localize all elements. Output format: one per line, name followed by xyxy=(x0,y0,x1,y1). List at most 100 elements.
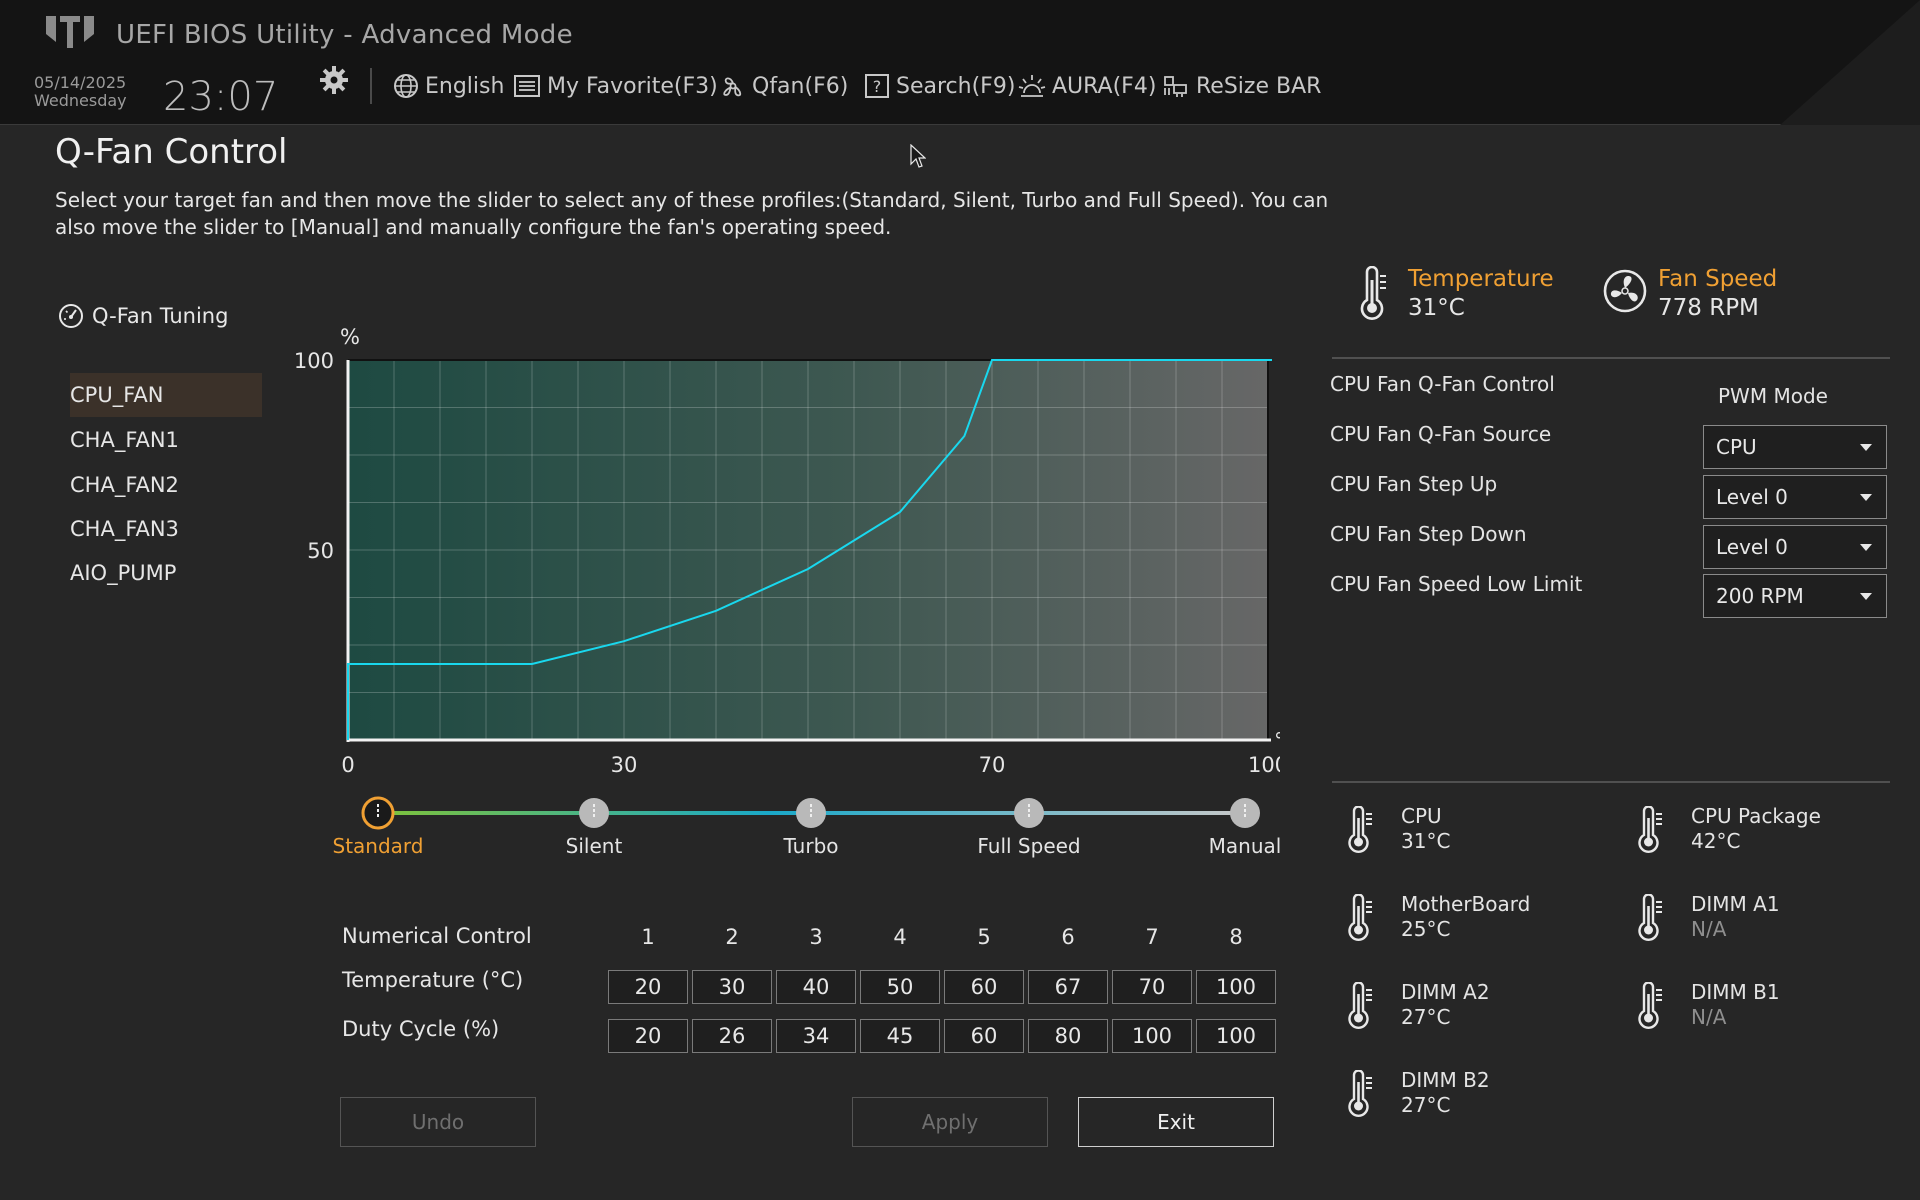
plot-area xyxy=(348,360,1268,740)
fan-curve-line[interactable] xyxy=(347,359,1268,740)
page-description: Select your target fan and then move the… xyxy=(55,188,1329,239)
fan-item-cha-fan2[interactable]: CHA_FAN2 xyxy=(70,473,179,497)
qfan-tuning-button[interactable]: Q-Fan Tuning xyxy=(58,303,228,329)
x-axis-label: °C xyxy=(1274,729,1280,753)
qfan-source-label: CPU Fan Q-Fan Source xyxy=(1330,422,1552,446)
speed-low-limit-label: CPU Fan Speed Low Limit xyxy=(1330,572,1583,596)
profile-knob-silent[interactable] xyxy=(579,798,609,828)
sensor-name: DIMM B2 xyxy=(1401,1068,1490,1092)
duty-cycle-input[interactable]: 34 xyxy=(776,1019,856,1053)
sensor-name: DIMM A1 xyxy=(1691,892,1780,916)
duty-cycle-input[interactable]: 100 xyxy=(1112,1019,1192,1053)
page-title: Q-Fan Control xyxy=(55,132,288,172)
thermometer-icon xyxy=(1348,982,1372,1029)
thermometer-icon xyxy=(1348,1070,1372,1117)
temperature-input[interactable]: 60 xyxy=(944,970,1024,1004)
temperature-title: Temperature xyxy=(1408,266,1554,292)
fan-item-aio-pump[interactable]: AIO_PUMP xyxy=(70,561,177,585)
duty-cycle-input[interactable]: 60 xyxy=(944,1019,1024,1053)
sensor-value: N/A xyxy=(1691,1005,1727,1029)
language-button[interactable]: English xyxy=(393,70,504,102)
temperature-input[interactable]: 40 xyxy=(776,970,856,1004)
my-favorite-button[interactable]: My Favorite(F3) xyxy=(513,70,718,102)
profile-silent-label[interactable]: Silent xyxy=(565,834,623,858)
thermometer-icon xyxy=(1348,806,1372,853)
column-header: 6 xyxy=(1061,925,1075,949)
thermometer-icon xyxy=(1638,982,1662,1029)
exit-button[interactable]: Exit xyxy=(1078,1097,1274,1147)
chevron-down-icon xyxy=(1860,444,1872,451)
duty-cycle-input[interactable]: 100 xyxy=(1196,1019,1276,1053)
globe-icon xyxy=(394,74,418,98)
language-label: English xyxy=(425,73,505,99)
column-header: 3 xyxy=(809,925,823,949)
temperature-input[interactable]: 70 xyxy=(1112,970,1192,1004)
profile-knob-manual[interactable] xyxy=(1230,798,1260,828)
profile-knob-full-speed[interactable] xyxy=(1014,798,1044,828)
column-header: 2 xyxy=(725,925,739,949)
sensor-name: MotherBoard xyxy=(1401,892,1531,916)
temperature-input[interactable]: 50 xyxy=(860,970,940,1004)
duty-cycle-input[interactable]: 26 xyxy=(692,1019,772,1053)
profile-manual-label[interactable]: Manual xyxy=(1208,834,1282,858)
resize-bar-label: ReSize BAR xyxy=(1196,73,1322,99)
sensor-cpu-package: CPU Package 42°C xyxy=(1636,804,1896,874)
sensor-name: CPU xyxy=(1401,804,1442,828)
step-down-dropdown[interactable]: Level 0 xyxy=(1703,525,1887,569)
resize-bar-button[interactable]: ReSize BAR xyxy=(1162,70,1321,102)
step-down-value: Level 0 xyxy=(1716,535,1788,559)
temperature-input[interactable]: 20 xyxy=(608,970,688,1004)
fan-item-cpu-fan[interactable]: CPU_FAN xyxy=(70,373,262,417)
aura-button[interactable]: AURA(F4) xyxy=(1018,70,1156,102)
profile-knob-standard[interactable] xyxy=(361,796,395,830)
sensor-motherboard: MotherBoard 25°C xyxy=(1346,892,1606,962)
fan-speed-value: 778 RPM xyxy=(1658,295,1759,321)
sensor-name: DIMM A2 xyxy=(1401,980,1490,1004)
qfan-source-dropdown[interactable]: CPU xyxy=(1703,425,1887,469)
app-title: UEFI BIOS Utility - Advanced Mode xyxy=(116,20,573,50)
sensor-value: 42°C xyxy=(1691,829,1741,853)
step-up-dropdown[interactable]: Level 0 xyxy=(1703,475,1887,519)
temperature-input[interactable]: 100 xyxy=(1196,970,1276,1004)
qfan-button[interactable]: Qfan(F6) xyxy=(720,70,848,102)
thermometer-icon xyxy=(1348,894,1372,941)
sensor-name: DIMM B1 xyxy=(1691,980,1780,1004)
fan-item-cha-fan1[interactable]: CHA_FAN1 xyxy=(70,428,179,452)
undo-button[interactable]: Undo xyxy=(340,1097,536,1147)
column-header: 8 xyxy=(1229,925,1243,949)
duty-cycle-input[interactable]: 45 xyxy=(860,1019,940,1053)
sensor-name: CPU Package xyxy=(1691,804,1821,828)
fan-speed-title: Fan Speed xyxy=(1658,266,1778,292)
duty-cycle-input[interactable]: 80 xyxy=(1028,1019,1108,1053)
duty-cycle-input[interactable]: 20 xyxy=(608,1019,688,1053)
profile-knob-turbo[interactable] xyxy=(796,798,826,828)
search-button[interactable]: ? Search(F9) xyxy=(864,70,1015,102)
profile-standard-label[interactable]: Standard xyxy=(332,834,424,858)
weekday-text: Wednesday xyxy=(34,91,127,110)
my-favorite-label: My Favorite(F3) xyxy=(547,73,718,99)
header-decoration xyxy=(1780,0,1920,125)
sensor-dimm-b2: DIMM B2 27°C xyxy=(1346,1068,1606,1138)
profile-slider[interactable] xyxy=(330,790,1290,850)
temperature-input[interactable]: 30 xyxy=(692,970,772,1004)
fan-curve-chart[interactable]: 0 30 70 100 100 50 % °C xyxy=(280,320,1280,790)
profile-full-speed-label[interactable]: Full Speed xyxy=(977,834,1081,858)
top-bar xyxy=(0,0,1920,125)
step-down-label: CPU Fan Step Down xyxy=(1330,522,1527,546)
gear-icon[interactable] xyxy=(318,64,350,96)
thermometer-icon xyxy=(1638,894,1662,941)
profile-turbo-label[interactable]: Turbo xyxy=(783,834,839,858)
temperature-input[interactable]: 67 xyxy=(1028,970,1108,1004)
temperature-value: 31°C xyxy=(1408,295,1465,321)
gauge-icon xyxy=(59,304,83,328)
speed-low-limit-dropdown[interactable]: 200 RPM xyxy=(1703,574,1887,618)
fan-item-cha-fan3[interactable]: CHA_FAN3 xyxy=(70,517,179,541)
apply-button[interactable]: Apply xyxy=(852,1097,1048,1147)
x-tick-label: 100 xyxy=(1248,753,1280,777)
chart-grid xyxy=(348,360,1268,740)
column-header: 4 xyxy=(893,925,907,949)
qfan-control-value[interactable]: PWM Mode xyxy=(1718,384,1828,408)
speed-low-limit-value: 200 RPM xyxy=(1716,584,1804,608)
y-tick-label: 100 xyxy=(294,349,334,373)
clock[interactable]: 23:07 xyxy=(163,74,279,120)
